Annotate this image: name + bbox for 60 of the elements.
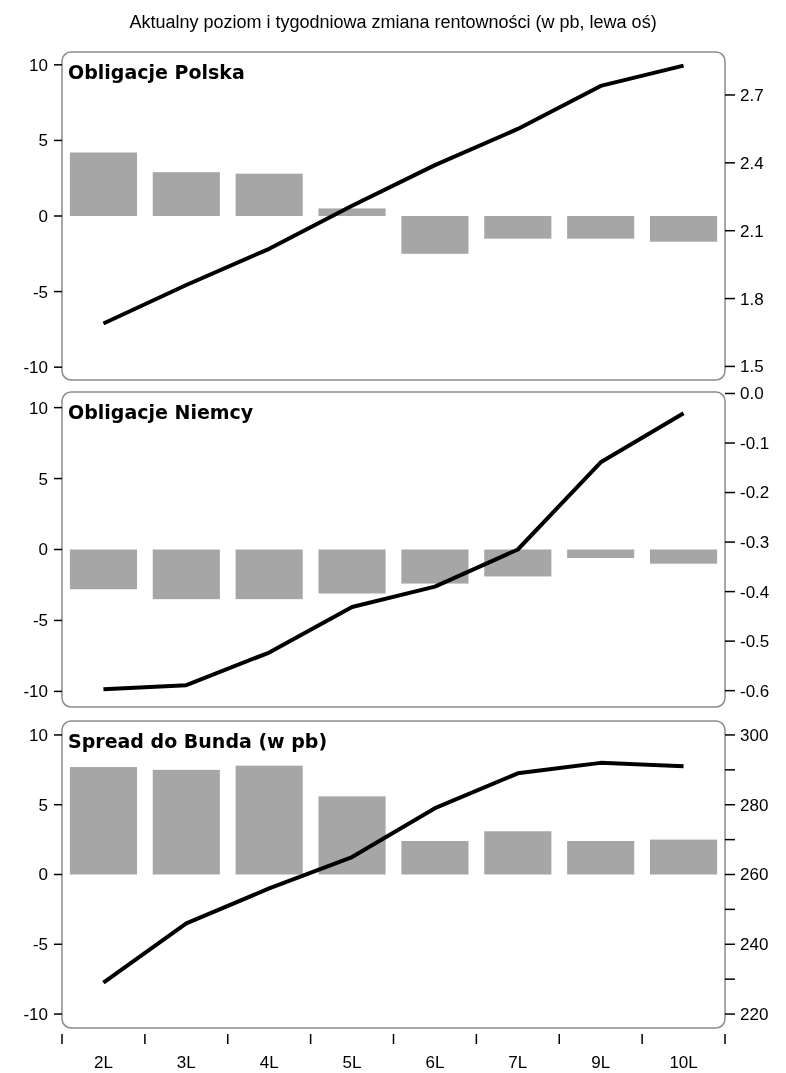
bar: [235, 173, 303, 216]
y2-tick-label: 280: [740, 795, 769, 815]
y2-tick-label: -0.3: [740, 533, 770, 553]
x-tick-label: 6L: [425, 1053, 445, 1072]
bar: [69, 767, 137, 875]
y2-tick-label: 1.8: [740, 289, 764, 309]
y2-tick-label: 2.1: [740, 221, 764, 241]
y-tick-label: 10: [29, 725, 48, 745]
y2-tick-label: 2.7: [740, 85, 764, 105]
x-tick-label: 2L: [93, 1053, 113, 1072]
y2-tick-label: 220: [740, 1005, 769, 1024]
y2-tick-label: -0.6: [740, 681, 770, 701]
y-tick-label: 5: [38, 131, 48, 151]
bar: [567, 841, 635, 875]
bar: [484, 216, 552, 239]
text: Obligacje Niemcy: [68, 401, 254, 423]
text: Obligacje Polska: [68, 61, 245, 83]
text: Aktualny poziom i tygodniowa zmiana rentowności (w pb, lewa oś): [129, 12, 657, 32]
x-tick-label: 10L: [669, 1053, 698, 1072]
y-tick-label: -5: [32, 282, 48, 302]
y2-tick-label: 240: [740, 935, 769, 955]
bar: [318, 796, 386, 875]
y2-tick-label: -0.4: [740, 582, 770, 602]
y2-tick-label: 300: [740, 725, 769, 745]
y2-tick-label: 0.0: [740, 384, 764, 404]
bar: [650, 216, 718, 242]
y-tick-label: -10: [23, 1005, 48, 1024]
text: Spread do Bunda (w pb): [68, 730, 328, 752]
y2-tick-label: -0.1: [740, 433, 770, 453]
x-tick-label: 5L: [342, 1053, 362, 1072]
y-tick-label: 10: [29, 55, 48, 75]
x-tick-label: 7L: [508, 1053, 528, 1072]
bar: [401, 841, 469, 875]
y-tick-label: -5: [32, 611, 48, 631]
y-tick-label: 10: [29, 398, 48, 418]
y-tick-label: -10: [23, 682, 48, 702]
y-tick-label: 0: [38, 206, 48, 226]
bar: [235, 765, 303, 875]
bar: [484, 831, 552, 875]
bar: [152, 769, 220, 875]
line-series: [101, 760, 686, 985]
x-tick-label: 3L: [176, 1053, 196, 1072]
y-tick-label: -10: [23, 358, 48, 378]
y-tick-label: 5: [38, 795, 48, 815]
y2-tick-label: 260: [740, 865, 769, 885]
bar: [650, 839, 718, 875]
y2-tick-label: -0.5: [740, 632, 770, 652]
bar: [69, 152, 137, 216]
x-tick-label: 4L: [259, 1053, 279, 1072]
y2-tick-label: -0.2: [740, 483, 770, 503]
y2-tick-label: 2.4: [740, 153, 764, 173]
y-tick-label: 0: [38, 540, 48, 560]
bar: [401, 216, 469, 254]
y-tick-label: -5: [32, 935, 48, 955]
y-tick-label: 5: [38, 469, 48, 489]
x-tick-label: 9L: [591, 1053, 611, 1072]
bar: [152, 172, 220, 216]
bar: [567, 216, 635, 239]
y-tick-label: 0: [38, 865, 48, 885]
y2-tick-label: 1.5: [740, 357, 764, 377]
